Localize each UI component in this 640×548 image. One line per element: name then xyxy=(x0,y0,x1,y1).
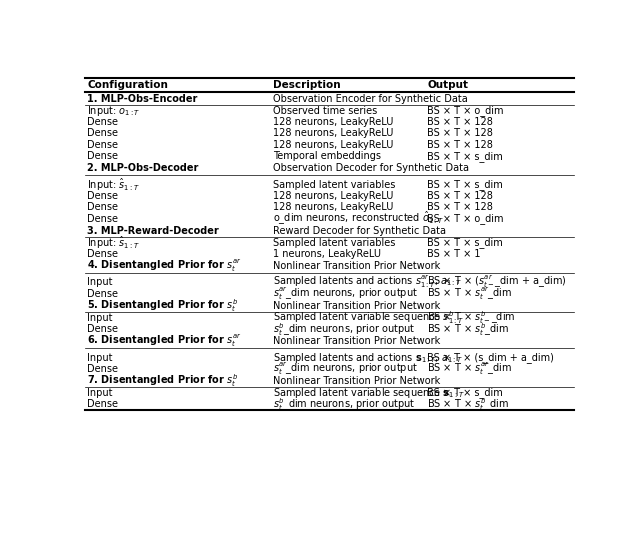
Text: BS × T × $s_t^{ar}$_dim: BS × T × $s_t^{ar}$_dim xyxy=(428,361,512,377)
Text: BS × T × $s_t^{ar}$_dim: BS × T × $s_t^{ar}$_dim xyxy=(428,286,512,302)
Text: Observation Decoder for Synthetic Data: Observation Decoder for Synthetic Data xyxy=(273,163,470,173)
Text: BS × T × $s_t^{b}$_dim: BS × T × $s_t^{b}$_dim xyxy=(428,321,509,338)
Text: Sampled latents and actions $\mathbf{s}_{1:T}$, $a_{1:T}$: Sampled latents and actions $\mathbf{s}_… xyxy=(273,351,463,364)
Text: BS × T × s_dim: BS × T × s_dim xyxy=(428,179,503,190)
Text: 6. Disentangled Prior for $s_t^{ar}$: 6. Disentangled Prior for $s_t^{ar}$ xyxy=(88,333,242,349)
Text: Dense: Dense xyxy=(88,364,118,374)
Text: Dense: Dense xyxy=(88,151,118,161)
Text: BS × T × $s_{t-}^{b}$_dim: BS × T × $s_{t-}^{b}$_dim xyxy=(428,310,516,326)
Text: Input: $\hat{s}_{1:T}$: Input: $\hat{s}_{1:T}$ xyxy=(88,235,140,251)
Text: 128 neurons, LeakyReLU: 128 neurons, LeakyReLU xyxy=(273,202,394,212)
Text: Sampled latents and actions $s_{1:T}^{ar}$, $a_{1:T}$: Sampled latents and actions $s_{1:T}^{ar… xyxy=(273,275,463,290)
Text: Input: $o_{1:T}$: Input: $o_{1:T}$ xyxy=(88,104,141,118)
Text: BS × T × 128: BS × T × 128 xyxy=(428,117,493,127)
Text: 7. Disentangled Prior for $s_t^{b}$: 7. Disentangled Prior for $s_t^{b}$ xyxy=(88,373,239,390)
Text: Sampled latent variables: Sampled latent variables xyxy=(273,180,396,190)
Text: BS × T × 1: BS × T × 1 xyxy=(428,249,481,259)
Text: Observed time series: Observed time series xyxy=(273,106,378,116)
Text: BS × T × o_dim: BS × T × o_dim xyxy=(428,213,504,224)
Text: Sampled latent variable sequence $s_{1:T}^{b}$: Sampled latent variable sequence $s_{1:T… xyxy=(273,310,465,326)
Text: $s_t^{ar}$_dim neurons, prior output: $s_t^{ar}$_dim neurons, prior output xyxy=(273,361,419,377)
Text: 128 neurons, LeakyReLU: 128 neurons, LeakyReLU xyxy=(273,191,394,201)
Text: Sampled latent variable sequence $\mathbf{s}_{1:T}$: Sampled latent variable sequence $\mathb… xyxy=(273,386,465,400)
Text: 4. Disentangled Prior for $s_t^{ar}$: 4. Disentangled Prior for $s_t^{ar}$ xyxy=(88,258,242,274)
Text: 128 neurons, LeakyReLU: 128 neurons, LeakyReLU xyxy=(273,128,394,139)
Text: BS × T × 128: BS × T × 128 xyxy=(428,202,493,212)
Text: Input: $\hat{s}_{1:T}$: Input: $\hat{s}_{1:T}$ xyxy=(88,176,140,193)
Text: BS × T × (s_dim + a_dim): BS × T × (s_dim + a_dim) xyxy=(428,352,554,363)
Text: Reward Decoder for Synthetic Data: Reward Decoder for Synthetic Data xyxy=(273,226,447,236)
Text: Dense: Dense xyxy=(88,249,118,259)
Text: 3. MLP-Reward-Decoder: 3. MLP-Reward-Decoder xyxy=(88,226,219,236)
Text: o_dim neurons, reconstructed $\hat{o}_{1:T}$: o_dim neurons, reconstructed $\hat{o}_{1… xyxy=(273,210,445,227)
Text: BS × T × ($s_{t-}^{ar}$_dim + a_dim): BS × T × ($s_{t-}^{ar}$_dim + a_dim) xyxy=(428,275,567,290)
Text: Input: Input xyxy=(88,388,113,398)
Text: Input: Input xyxy=(88,277,113,288)
Text: BS × T × 128: BS × T × 128 xyxy=(428,140,493,150)
Text: Output: Output xyxy=(428,81,468,90)
Text: BS × T × 128: BS × T × 128 xyxy=(428,128,493,139)
Text: Observation Encoder for Synthetic Data: Observation Encoder for Synthetic Data xyxy=(273,94,468,104)
Text: Input: Input xyxy=(88,313,113,323)
Text: Dense: Dense xyxy=(88,399,118,409)
Text: Dense: Dense xyxy=(88,140,118,150)
Text: $s_t^{b}$_dim neurons, prior output: $s_t^{b}$_dim neurons, prior output xyxy=(273,396,416,413)
Text: Nonlinear Transition Prior Network: Nonlinear Transition Prior Network xyxy=(273,301,441,311)
Text: 2. MLP-Obs-Decoder: 2. MLP-Obs-Decoder xyxy=(88,163,199,173)
Text: Dense: Dense xyxy=(88,117,118,127)
Text: Dense: Dense xyxy=(88,202,118,212)
Text: $s_t^{ar}$_dim neurons, prior output: $s_t^{ar}$_dim neurons, prior output xyxy=(273,286,419,302)
Text: Nonlinear Transition Prior Network: Nonlinear Transition Prior Network xyxy=(273,261,441,271)
Text: Nonlinear Transition Prior Network: Nonlinear Transition Prior Network xyxy=(273,376,441,386)
Text: Temporal embeddings: Temporal embeddings xyxy=(273,151,381,161)
Text: BS × T × s_dim: BS × T × s_dim xyxy=(428,237,503,248)
Text: BS × T × 128: BS × T × 128 xyxy=(428,191,493,201)
Text: Sampled latent variables: Sampled latent variables xyxy=(273,238,396,248)
Text: Dense: Dense xyxy=(88,214,118,224)
Text: $s_t^{b}$_dim neurons, prior output: $s_t^{b}$_dim neurons, prior output xyxy=(273,321,416,338)
Text: Input: Input xyxy=(88,352,113,363)
Text: 1 neurons, LeakyReLU: 1 neurons, LeakyReLU xyxy=(273,249,381,259)
Text: Configuration: Configuration xyxy=(88,81,168,90)
Text: BS × T × o_dim: BS × T × o_dim xyxy=(428,105,504,116)
Text: 128 neurons, LeakyReLU: 128 neurons, LeakyReLU xyxy=(273,140,394,150)
Text: BS × T × $s_t^{b}$_dim: BS × T × $s_t^{b}$_dim xyxy=(428,396,509,413)
Text: 5. Disentangled Prior for $s_t^{b}$: 5. Disentangled Prior for $s_t^{b}$ xyxy=(88,298,239,314)
Text: Description: Description xyxy=(273,81,341,90)
Text: Dense: Dense xyxy=(88,128,118,139)
Text: 128 neurons, LeakyReLU: 128 neurons, LeakyReLU xyxy=(273,117,394,127)
Text: Nonlinear Transition Prior Network: Nonlinear Transition Prior Network xyxy=(273,336,441,346)
Text: BS × T × s_dim: BS × T × s_dim xyxy=(428,387,503,398)
Text: Dense: Dense xyxy=(88,324,118,334)
Text: Dense: Dense xyxy=(88,191,118,201)
Text: 1. MLP-Obs-Encoder: 1. MLP-Obs-Encoder xyxy=(88,94,198,104)
Text: Dense: Dense xyxy=(88,289,118,299)
Text: BS × T × s_dim: BS × T × s_dim xyxy=(428,151,503,162)
